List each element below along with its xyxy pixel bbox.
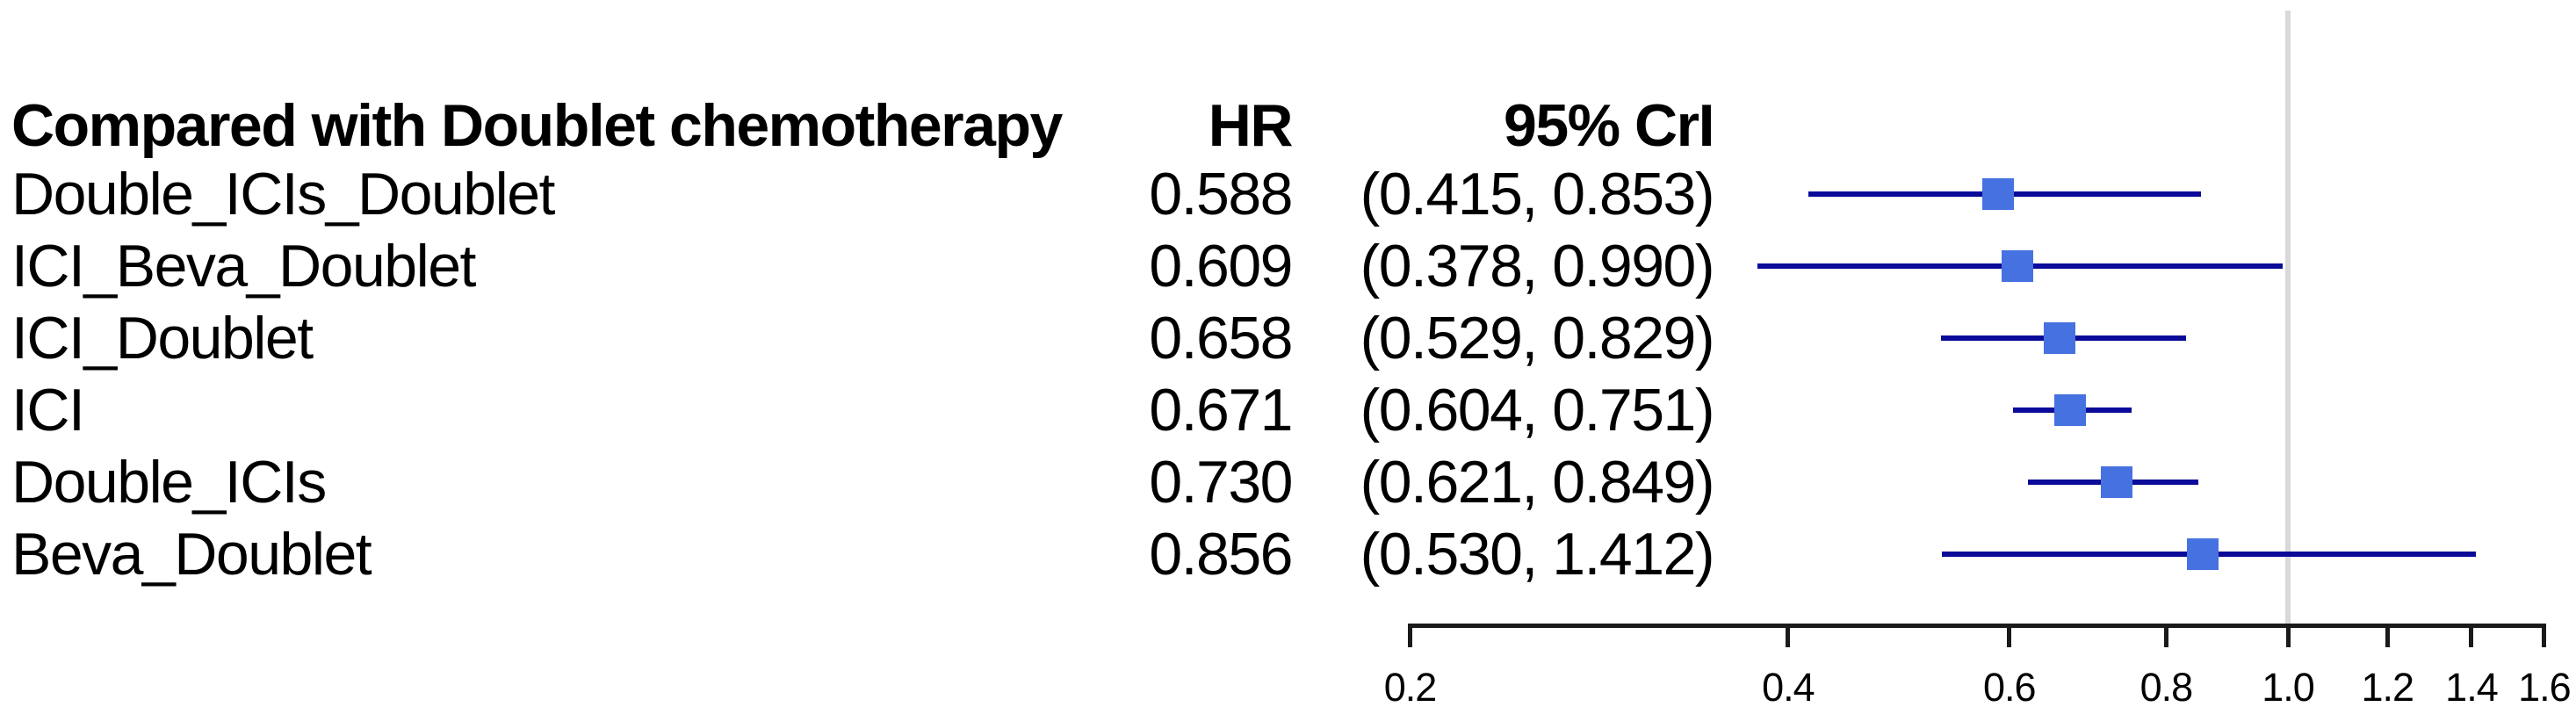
hr-point-marker [1982,178,2015,210]
x-axis-tick-label: 1.4 [2445,665,2499,710]
x-axis-tick [1786,624,1791,647]
x-axis-tick [2385,624,2390,647]
cri-value: (0.621, 0.849) [1360,449,1715,516]
x-axis-tick-label: 1.6 [2518,665,2572,710]
reference-line [2285,11,2291,624]
cri-value: (0.530, 1.412) [1360,521,1715,588]
x-axis-tick-label: 0.8 [2139,665,2194,710]
x-axis-tick [2007,624,2012,647]
x-axis-tick-label: 0.2 [1383,665,1438,710]
x-axis-tick-label: 1.2 [2361,665,2414,710]
cri-value: (0.415, 0.853) [1360,161,1715,227]
treatment-label: Beva_Doublet [11,521,372,588]
hr-point-marker [2044,322,2076,354]
table-header-hr: HR [1208,92,1294,159]
treatment-label: ICI_Doublet [11,305,314,371]
x-axis-tick-label: 0.6 [1982,665,2037,710]
cri-value: (0.378, 0.990) [1360,233,1715,299]
x-axis-tick-label: 1.0 [2262,665,2315,710]
hr-point-marker [2054,394,2087,426]
hr-value: 0.856 [1149,521,1293,588]
treatment-label: ICI [11,377,85,444]
hr-point-marker [2002,250,2033,282]
table-header-cri: 95% CrI [1504,92,1714,159]
hr-point-marker [2187,538,2219,570]
treatment-label: ICI_Beva_Doublet [11,233,476,299]
cri-value: (0.529, 0.829) [1360,305,1715,371]
x-axis-line [1408,624,2546,628]
x-axis-tick-label: 0.4 [1762,665,1815,710]
x-axis-tick [1407,624,1412,647]
x-axis-tick [2542,624,2547,647]
hr-value: 0.588 [1149,161,1293,227]
cri-value: (0.604, 0.751) [1360,377,1715,444]
treatment-label: Double_ICIs_Doublet [11,161,555,227]
hr-point-marker [2100,466,2132,498]
x-axis-tick [2469,624,2474,647]
treatment-label: Double_ICIs [11,449,327,516]
table-header-comparator: Compared with Doublet chemotherapy [11,92,1063,159]
hr-value: 0.671 [1149,377,1293,444]
x-axis-tick [2163,624,2168,647]
x-axis-tick [2285,624,2291,647]
hr-value: 0.658 [1149,305,1293,371]
hr-value: 0.730 [1149,449,1293,516]
hr-value: 0.609 [1149,233,1293,299]
